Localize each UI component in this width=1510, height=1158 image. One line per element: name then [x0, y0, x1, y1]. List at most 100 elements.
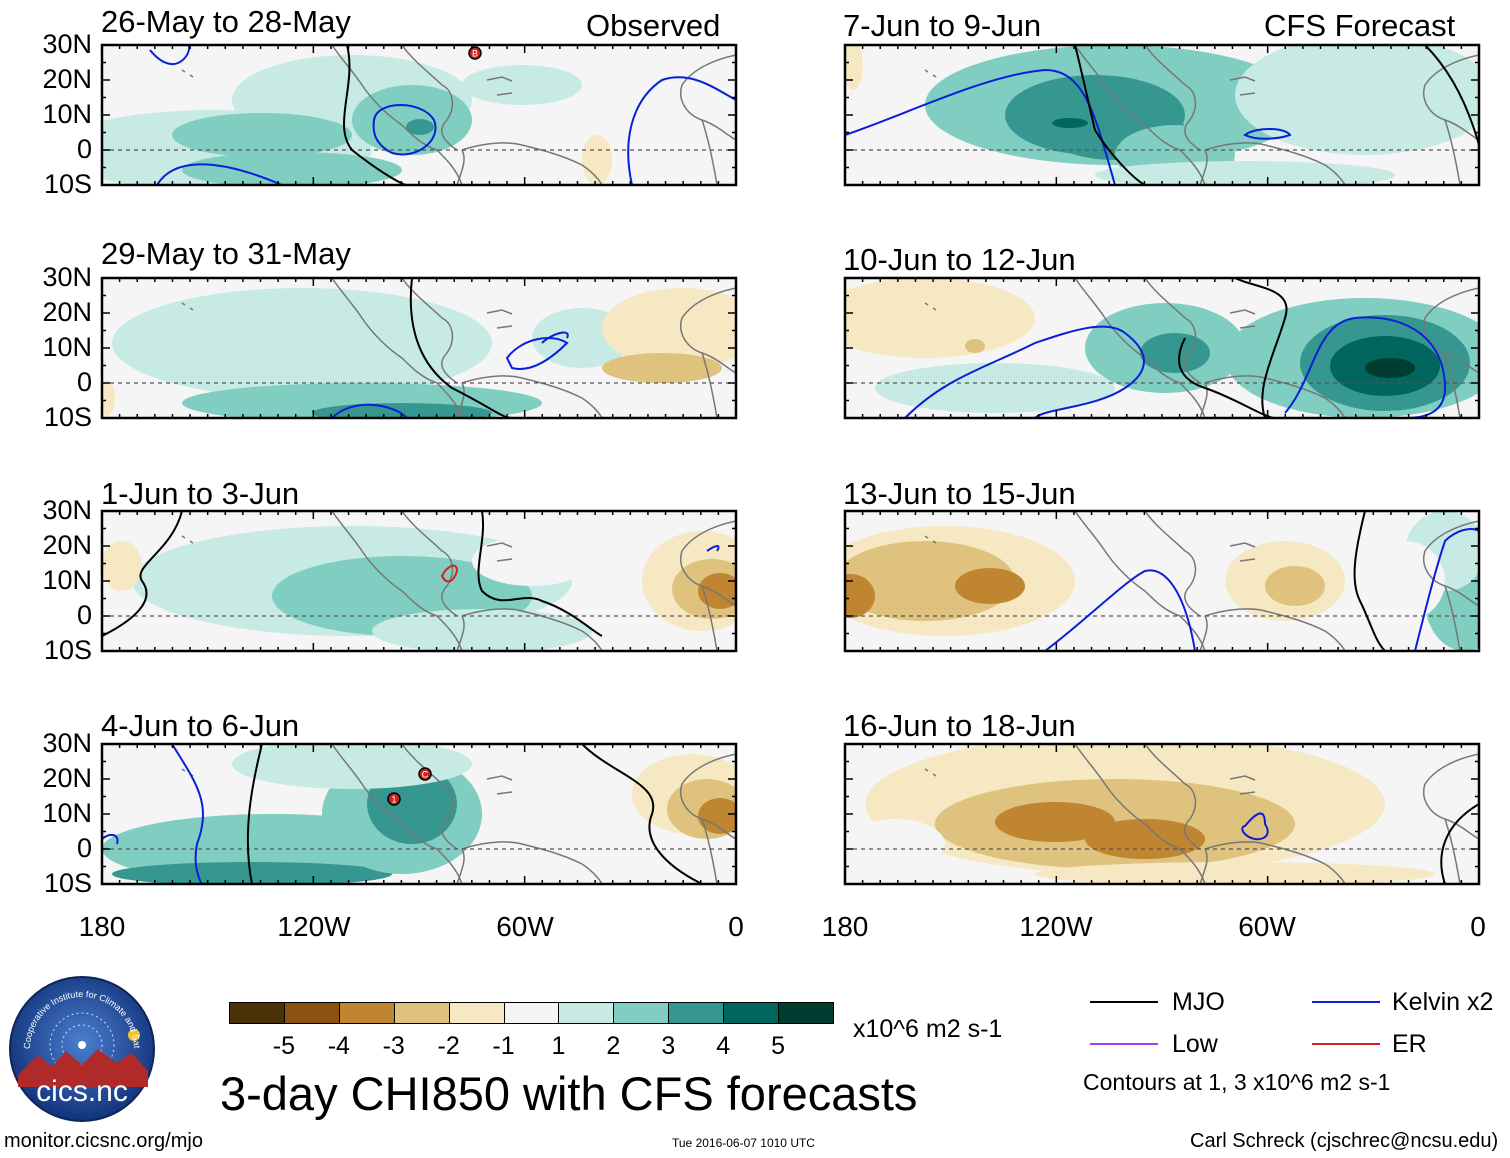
- coastline: [1444, 818, 1461, 884]
- panel-title-right-0: 7-Jun to 9-Jun: [843, 8, 1042, 43]
- colorbar-tick-label: -2: [437, 1032, 460, 1060]
- anomaly-shading: [698, 798, 736, 834]
- lat-label: 0: [76, 367, 92, 397]
- legend-er-line: [1312, 1043, 1380, 1045]
- legend-mjo-line: [1090, 1001, 1158, 1003]
- anomaly-shading: [112, 862, 392, 884]
- coastline: [701, 585, 718, 651]
- map-panel-left-2: [100, 509, 738, 653]
- mjo-contour: [246, 744, 263, 884]
- legend-low-line: [1090, 1043, 1158, 1045]
- kelvin-contour: [845, 68, 1116, 185]
- coastline: [331, 744, 463, 884]
- observed-label: Observed: [586, 8, 721, 43]
- anomaly-shading: [845, 278, 1035, 358]
- coastline: [486, 309, 513, 315]
- coastline: [1423, 287, 1479, 374]
- coastline: [456, 848, 465, 884]
- colorbar-tick-label: -1: [492, 1032, 515, 1060]
- coastline: [1144, 45, 1201, 151]
- lat-label: 10S: [43, 169, 92, 199]
- coastline: [461, 375, 603, 418]
- coastline: [680, 287, 736, 374]
- coastline: [1229, 76, 1256, 82]
- footer-url: monitor.cicsnc.org/mjo: [4, 1130, 203, 1152]
- coastline: [181, 535, 194, 544]
- mjo-contour: [409, 278, 513, 418]
- coastline: [924, 302, 937, 311]
- coastline: [496, 791, 513, 795]
- coastline: [701, 352, 718, 418]
- lat-label: 0: [76, 600, 92, 630]
- anomaly-shading: [406, 119, 434, 135]
- lat-label: 30N: [42, 495, 92, 525]
- coastline: [1229, 309, 1256, 315]
- coastline: [456, 382, 465, 418]
- anomaly-shading: [602, 353, 722, 383]
- kelvin-contour: [331, 403, 408, 418]
- lon-label-right-120w: 120W: [1019, 911, 1093, 942]
- colorbar-segment: [448, 1002, 505, 1024]
- coastline: [331, 45, 463, 185]
- map-panel-right-3: [843, 742, 1481, 886]
- colorbar-tick-label: -4: [327, 1032, 350, 1060]
- kelvin-contour: [1044, 569, 1196, 651]
- cics-logo: Cooperative Institute for Climate and Sa…: [8, 975, 155, 1122]
- mjo-contour: [1074, 45, 1146, 185]
- coastline: [1074, 744, 1206, 884]
- coastline: [1229, 775, 1256, 781]
- coastline: [401, 278, 458, 384]
- kelvin-contour: [706, 545, 720, 552]
- logo-text: cics.nc: [36, 1075, 128, 1108]
- panel-title-left-1: 29-May to 31-May: [101, 236, 351, 271]
- anomaly-shading: [472, 536, 592, 586]
- anomaly-shading: [182, 152, 402, 185]
- map-panel-right-2: [843, 509, 1481, 653]
- lat-label: 10N: [42, 332, 92, 362]
- lon-label-left-60w: 60W: [496, 911, 554, 942]
- panel-title-left-3: 4-Jun to 6-Jun: [101, 708, 300, 743]
- panel-title-right-1: 10-Jun to 12-Jun: [843, 242, 1076, 277]
- kelvin-contour: [627, 76, 736, 185]
- map-panel-left-3: 1C: [100, 742, 738, 886]
- lat-label: 10N: [42, 565, 92, 595]
- anomaly-shading: [1365, 358, 1415, 378]
- anomaly-shading: [312, 403, 492, 418]
- footer-author: Carl Schreck (cjschrec@ncsu.edu): [1190, 1130, 1499, 1152]
- lon-label-right-180: 180: [821, 911, 869, 942]
- colorbar-tick-label: 4: [716, 1032, 731, 1060]
- anomaly-shading: [372, 609, 592, 651]
- coastline: [1229, 542, 1256, 548]
- colorbar-tick-label: 5: [771, 1032, 786, 1060]
- colorbar-segment: [283, 1002, 340, 1024]
- anomaly-shading: [582, 135, 612, 185]
- kelvin-contour: [1243, 128, 1292, 140]
- coastline: [1204, 375, 1346, 418]
- colorbar-tick-label: -3: [382, 1032, 405, 1060]
- coastline: [924, 69, 937, 78]
- lat-label: 20N: [42, 297, 92, 327]
- coastline: [1444, 119, 1461, 185]
- anomaly-shading: [955, 568, 1025, 604]
- coastline: [1144, 744, 1201, 850]
- lat-label: 20N: [42, 763, 92, 793]
- coastline: [496, 92, 513, 96]
- legend-kelvin-line: [1312, 1001, 1380, 1003]
- map-panel-right-1: [843, 276, 1481, 420]
- coastline: [1144, 511, 1201, 617]
- legend-low-label: Low: [1172, 1030, 1218, 1058]
- anomaly-shading: [602, 288, 736, 368]
- colorbar-segment: [393, 1002, 450, 1024]
- panel-title-right-2: 13-Jun to 15-Jun: [843, 476, 1076, 511]
- storm-marker-label: 1: [391, 795, 396, 805]
- coastline: [181, 69, 194, 78]
- kelvin-contour: [372, 104, 437, 156]
- coastline: [486, 775, 513, 781]
- lat-label: 0: [76, 833, 92, 863]
- colorbar-tick-label: 2: [606, 1032, 621, 1060]
- anomaly-shading: [1095, 161, 1395, 185]
- coastline: [680, 520, 736, 607]
- mjo-contour: [1234, 278, 1288, 418]
- colorbar-segment: [558, 1002, 615, 1024]
- lon-label-right-0: 0: [1470, 911, 1486, 942]
